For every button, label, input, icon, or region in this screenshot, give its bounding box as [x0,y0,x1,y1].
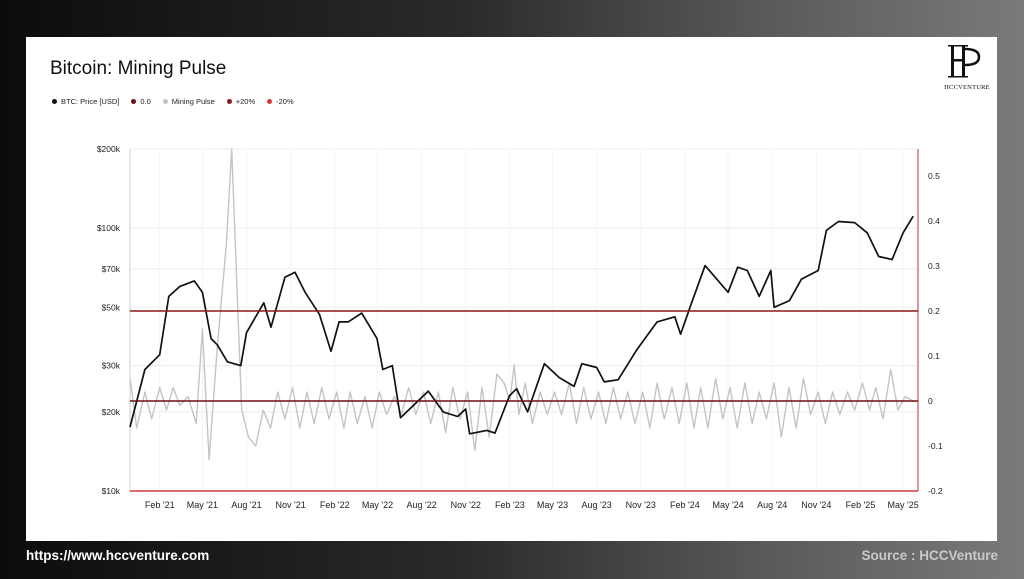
logo-text: HCCVENTURE [944,84,990,91]
legend-label-minus20: -20% [276,97,294,106]
legend-marker-mining-pulse [162,99,168,104]
x-tick-label: Feb '25 [846,500,876,510]
y-left-tick-label: $100k [97,223,121,233]
x-tick-label: May '23 [537,500,568,510]
x-tick-label: May '21 [187,500,218,510]
legend-label-price: BTC: Price [USD] [61,97,120,106]
hcc-monogram-icon [948,45,981,78]
x-tick-label: Aug '23 [582,500,612,510]
y-right-tick-label: 0.5 [928,171,940,181]
legend-marker-price [52,99,57,104]
legend-item-zero: 0.0 [131,97,151,106]
x-tick-label: Feb '21 [145,500,175,510]
chart-card: Bitcoin: Mining Pulse BTC: Price [USD] 0… [26,37,997,541]
chart-plot: $10k $20k $30k $50k $70k $100k $200k 0.5 0.4 0.3 0… [97,144,943,510]
legend-label-zero: 0.0 [140,97,151,106]
x-tick-label: May '24 [712,500,743,510]
y-right-tick-label: 0.2 [928,306,940,316]
y-left-tick-label: $200k [97,144,121,154]
x-tick-label: Aug '24 [757,500,787,510]
legend-marker-plus20 [226,99,232,104]
footer-source: Source : HCCVenture [861,548,998,563]
series-group [129,148,914,461]
legend-item-price: BTC: Price [USD] [52,97,119,106]
legend-label-mining-pulse: Mining Pulse [171,97,215,106]
y-left-tick-label: $20k [102,407,121,417]
y-right-tick-label: 0.1 [928,351,940,361]
y-left-tick-label: $30k [102,361,121,371]
series-line-mining-pulse [129,148,914,461]
y-right-tick-label: 0.3 [928,261,940,271]
x-tick-label: Nov '23 [626,500,656,510]
legend-item-plus20: +20% [226,97,256,106]
legend-marker-minus20 [267,99,273,104]
axes: $10k $20k $30k $50k $70k $100k $200k 0.5 0.4 0.3 0… [97,144,943,510]
y-right-tick-label: -0.1 [928,441,943,451]
x-tick-label: Aug '21 [231,500,261,510]
x-tick-label: Nov '22 [451,500,481,510]
hcc-logo: HCCVENTURE [941,43,993,91]
legend-label-plus20: +20% [235,97,256,106]
x-tick-label: May '22 [362,500,393,510]
y-right-tick-label: -0.2 [928,486,943,496]
x-tick-label: Feb '22 [320,500,350,510]
legend-item-minus20: -20% [267,97,294,106]
x-tick-label: Nov '24 [801,500,831,510]
grid-lines [130,148,918,492]
x-tick-label: Feb '23 [495,500,525,510]
y-right-tick-label: 0.4 [928,216,940,226]
chart-legend: BTC: Price [USD] 0.0 Mining Pulse +20% -… [52,97,294,106]
legend-item-mining-pulse: Mining Pulse [162,97,215,106]
x-tick-label: Aug '22 [406,500,436,510]
y-right-tick-label: 0 [928,396,933,406]
x-tick-label: Nov '21 [276,500,306,510]
x-tick-label: Feb '24 [670,500,700,510]
series-line-btc-price [129,215,914,435]
x-tick-label: May '25 [888,500,919,510]
reference-lines [130,310,918,492]
y-left-tick-label: $50k [102,302,121,312]
legend-marker-zero [131,99,137,104]
y-left-tick-label: $70k [102,264,121,274]
chart-title: Bitcoin: Mining Pulse [50,58,227,79]
y-left-tick-label: $10k [102,486,121,496]
footer-url[interactable]: https://www.hccventure.com [26,548,210,563]
